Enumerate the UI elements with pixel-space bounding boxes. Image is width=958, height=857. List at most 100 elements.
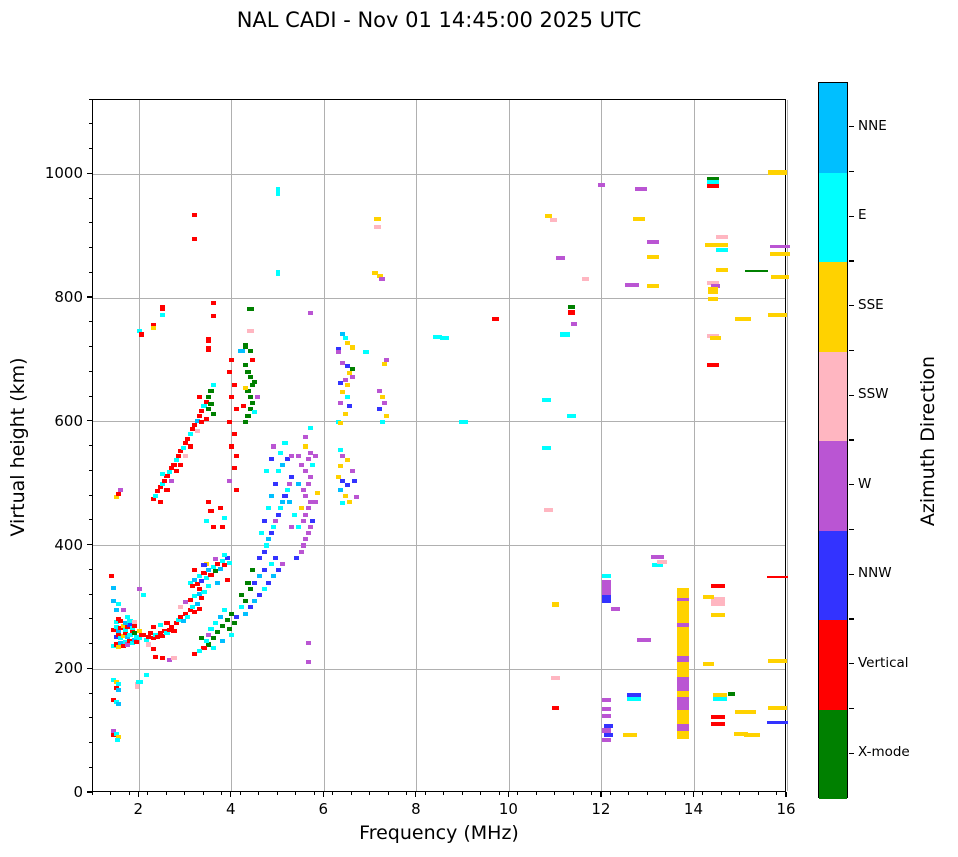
data-point [132,623,138,628]
data-point [166,627,172,632]
data-point [111,599,117,604]
data-point [545,214,553,219]
data-point [657,560,667,565]
y-minor-tick [89,445,92,446]
data-point [178,605,184,610]
data-point [217,614,223,619]
data-point [744,732,761,737]
data-point [166,470,172,475]
data-point [231,382,237,387]
x-minor-tick [276,792,278,795]
data-point [363,350,369,355]
x-minor-tick [332,792,334,795]
y-minor-tick [89,692,92,694]
data-point [113,731,119,736]
y-axis-label: Virtual height (km) [7,357,29,537]
data-point [169,625,175,630]
data-point [192,594,198,599]
data-point [707,333,719,338]
colorbar-boundary-tick [849,349,854,352]
data-point [222,608,228,613]
data-point [384,357,390,362]
data-point [189,605,195,610]
data-point [203,518,209,523]
data-point [139,332,145,337]
y-gridline [93,668,785,670]
data-point [728,691,735,696]
data-point [263,543,270,548]
data-point [384,413,390,418]
data-point [122,621,128,626]
data-point [180,618,186,623]
data-point [261,586,267,591]
data-point [268,531,274,536]
data-point [312,500,318,505]
chart-title: NAL CADI - Nov 01 14:45:00 2025 UTC [236,8,642,32]
data-point [261,568,267,573]
data-point [647,255,659,260]
data-point [379,394,385,399]
data-point [122,631,128,636]
data-point [125,635,131,640]
data-point [113,625,119,630]
echo-column-segment [676,598,689,602]
data-point [159,656,165,661]
echo-column-segment [676,690,689,698]
data-point [196,648,202,653]
data-point [192,213,198,218]
data-point [349,469,355,474]
data-point [206,500,212,505]
data-point [171,628,177,633]
data-point [552,601,560,607]
x-minor-tick [591,792,593,795]
data-point [259,531,265,536]
data-point [307,475,313,480]
x-minor-tick [572,792,574,795]
data-point [171,656,177,661]
data-point [118,641,124,646]
x-minor-tick [165,792,167,795]
data-point [282,441,288,446]
data-point [132,620,138,625]
data-point [229,611,235,616]
data-point [344,364,350,369]
data-point [206,583,212,588]
y-gridline [93,297,785,299]
x-minor-tick [350,792,352,795]
data-point [340,390,346,395]
data-point [150,497,156,502]
x-minor-tick [702,792,704,795]
y-minor-tick [89,469,92,471]
x-minor-tick [424,792,426,795]
data-point [210,412,216,417]
colorbar-boundary-tick [849,618,854,620]
colorbar-category-label: NNW [858,565,892,582]
x-major-tick [600,792,602,797]
data-point [601,713,612,718]
x-tick-label: 10 [498,800,518,818]
x-minor-tick [609,792,611,795]
colorbar-category-label: X-mode [858,744,910,761]
data-point [215,562,221,567]
data-point [377,407,383,412]
data-point [113,620,119,625]
data-point [716,248,728,253]
data-point [237,349,245,354]
data-point [335,350,341,355]
data-point [250,382,256,387]
y-minor-tick [89,766,92,768]
colorbar-segment-x [819,709,847,799]
colorbar-tick [849,752,854,754]
colorbar-category-label: SSW [858,386,889,403]
data-point [347,371,353,376]
data-point [208,627,214,632]
data-point [250,401,256,406]
data-point [710,584,725,589]
data-point [206,642,212,647]
data-point [710,721,725,726]
data-point [199,419,205,424]
x-minor-tick [128,792,130,795]
x-minor-tick [91,792,93,795]
data-point [115,491,121,496]
data-point [337,464,344,469]
